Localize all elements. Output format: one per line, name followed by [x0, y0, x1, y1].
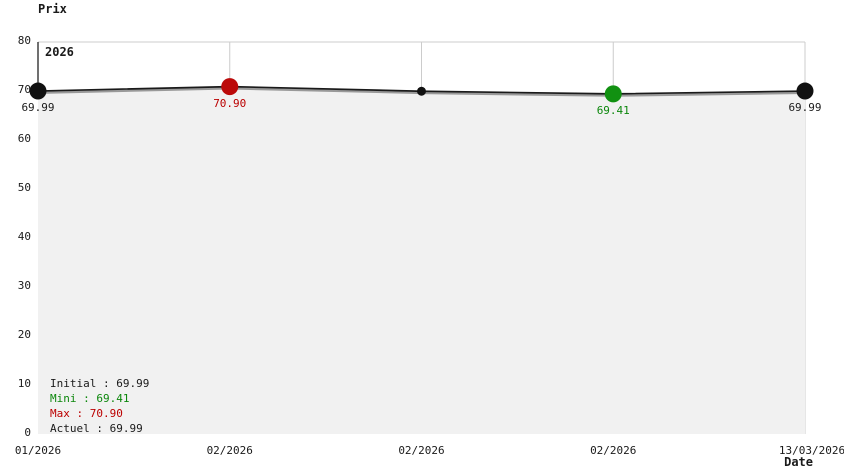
data-point-black: [29, 82, 47, 100]
y-tick-label: 70: [17, 83, 31, 96]
point-value-label: 69.99: [788, 101, 822, 115]
x-tick-label: 02/2026: [206, 444, 253, 457]
legend-line-actuel: Actuel : 69.99: [50, 422, 143, 435]
y-axis-title: Prix: [38, 2, 67, 16]
legend-line-initial: Initial : 69.99: [50, 377, 150, 390]
price-area-fill: [38, 86, 805, 434]
y-tick-label: 10: [17, 377, 31, 390]
x-axis-title: Date: [784, 455, 813, 469]
y-tick-label: 0: [24, 426, 31, 439]
data-point-black: [796, 82, 814, 100]
y-tick-label: 80: [17, 34, 31, 47]
x-tick-label: 13/03/2026: [778, 444, 844, 457]
period-label: 2026: [45, 45, 74, 59]
point-value-label: 69.99: [21, 101, 55, 115]
legend-line-max: Max : 70.90: [50, 407, 123, 420]
x-tick-label: 01/2026: [14, 444, 62, 457]
point-value-label: 70.90: [213, 96, 247, 110]
point-value-label: 69.41: [596, 103, 630, 117]
x-tick-label: 02/2026: [590, 444, 637, 457]
y-tick-label: 50: [17, 181, 31, 194]
data-point-min_green: [604, 85, 622, 103]
y-tick-label: 30: [17, 279, 31, 292]
data-point-black: [417, 86, 426, 96]
legend-line-mini: Mini : 69.41: [50, 392, 130, 405]
y-tick-label: 60: [17, 132, 31, 145]
x-tick-label: 02/2026: [398, 444, 445, 457]
y-tick-label: 20: [17, 328, 31, 341]
data-point-max_red: [221, 78, 239, 96]
y-tick-label: 40: [17, 230, 31, 243]
